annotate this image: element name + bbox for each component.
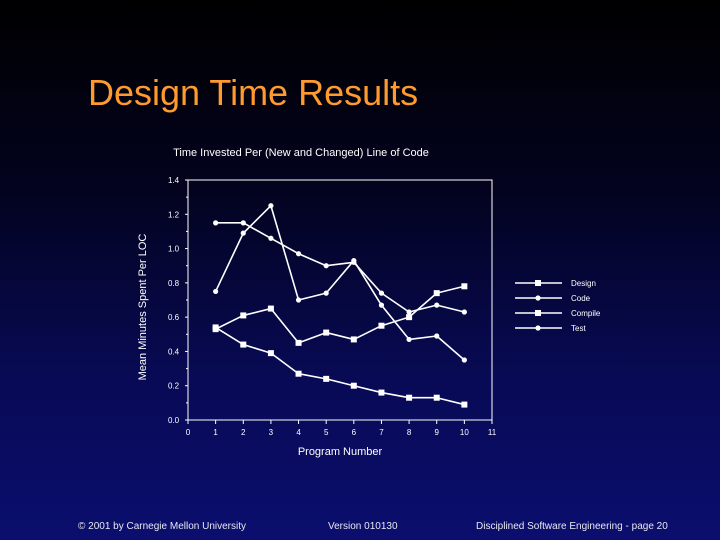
x-tick-label: 7 (379, 428, 384, 437)
legend-label-design: Design (571, 279, 596, 288)
data-point-code (406, 309, 412, 315)
x-tick-label: 9 (435, 428, 440, 437)
footer-version: Version 010130 (328, 521, 398, 532)
slide-title: Design Time Results (88, 72, 419, 113)
chart-title: Time Invested Per (New and Changed) Line… (173, 147, 429, 159)
data-point-design (461, 283, 468, 290)
x-tick-label: 3 (269, 428, 274, 437)
data-point-compile (240, 341, 247, 348)
data-point-compile (323, 375, 330, 382)
data-point-test (406, 336, 412, 343)
y-tick-label: 0.2 (168, 382, 180, 391)
y-tick-label: 0.0 (168, 416, 180, 425)
data-point-compile (461, 401, 468, 408)
data-point-code (378, 290, 385, 296)
data-point-code (323, 263, 329, 269)
data-point-code (434, 302, 440, 308)
data-point-test (351, 257, 357, 264)
footer-copyright: © 2001 by Carnegie Mellon University (78, 521, 247, 532)
x-tick-label: 8 (407, 428, 412, 437)
legend-marker-code (535, 295, 541, 301)
data-point-code (295, 251, 302, 257)
x-axis-label: Program Number (298, 446, 383, 458)
series-line-code (215, 222, 465, 313)
x-tick-label: 10 (460, 428, 469, 437)
legend-marker-design (535, 280, 541, 286)
data-point-test (240, 230, 246, 236)
footer-page: Disciplined Software Engineering - page … (476, 521, 668, 532)
data-point-code (240, 220, 246, 226)
y-axis-label: Mean Minutes Spent Per LOC (137, 234, 149, 381)
data-point-design (240, 312, 247, 319)
data-point-test (461, 357, 467, 363)
data-point-compile (350, 382, 357, 389)
data-point-code (213, 220, 219, 226)
data-point-design (295, 339, 302, 346)
data-point-test (213, 288, 219, 295)
legend-marker-compile (535, 310, 541, 316)
data-point-design (350, 336, 357, 343)
data-point-code (268, 235, 274, 241)
y-tick-label: 0.4 (168, 347, 180, 356)
x-tick-label: 5 (324, 428, 329, 437)
data-point-compile (433, 394, 440, 401)
x-tick-label: 6 (352, 428, 357, 437)
legend-label-code: Code (571, 294, 591, 303)
legend-label-compile: Compile (571, 309, 601, 318)
data-point-test (323, 290, 329, 296)
data-point-design (378, 322, 385, 329)
y-tick-label: 1.2 (168, 210, 180, 219)
y-tick-label: 1.0 (168, 245, 180, 254)
legend-marker-test (535, 325, 541, 331)
data-point-test (378, 302, 385, 308)
legend-label-test: Test (571, 324, 586, 333)
data-point-compile (295, 370, 302, 377)
y-tick-label: 0.8 (168, 279, 180, 288)
x-tick-label: 2 (241, 428, 246, 437)
plot-frame (187, 179, 493, 421)
x-tick-label: 11 (488, 428, 497, 437)
data-point-compile (267, 350, 274, 357)
data-point-compile (406, 394, 413, 401)
data-point-test (434, 333, 440, 339)
data-point-design (433, 290, 440, 297)
data-point-compile (212, 324, 219, 331)
data-point-compile (378, 389, 385, 396)
data-point-test (268, 203, 274, 209)
x-tick-label: 1 (213, 428, 218, 437)
data-point-test (295, 297, 302, 303)
data-point-code (461, 309, 467, 315)
series-line-design (215, 285, 465, 344)
y-tick-label: 1.4 (168, 176, 180, 185)
x-tick-label: 4 (296, 428, 301, 437)
x-tick-label: 0 (186, 428, 191, 437)
data-point-design (406, 314, 413, 321)
data-point-design (267, 305, 274, 312)
series-line-test (214, 204, 465, 361)
series-line-compile (215, 326, 465, 406)
data-point-design (323, 329, 330, 336)
y-tick-label: 0.6 (168, 313, 180, 322)
